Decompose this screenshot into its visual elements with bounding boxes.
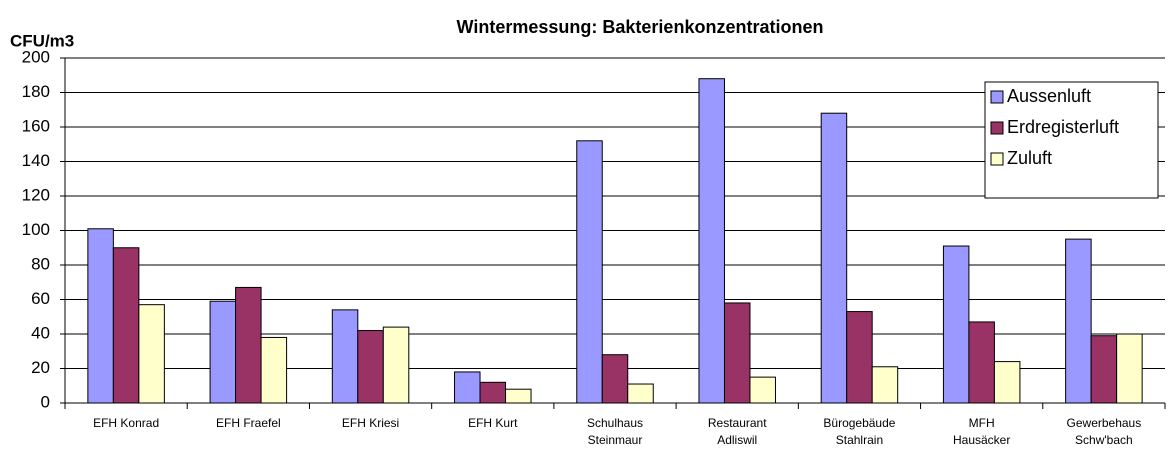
bar (112, 247, 140, 404)
bar (357, 330, 384, 404)
bar (235, 286, 262, 404)
y-tick-label: 160 (22, 116, 50, 135)
bar (576, 140, 603, 404)
y-tick-label: 200 (22, 47, 50, 66)
bar (331, 309, 359, 404)
bar (723, 302, 751, 404)
bar (505, 388, 532, 404)
x-tick-label: Restaurant Adliswil (708, 416, 767, 447)
x-tick-label: Schulhaus Steinmaur (587, 416, 643, 447)
legend-label: Aussenluft (1007, 86, 1091, 106)
bar (260, 336, 288, 404)
bar (993, 361, 1021, 404)
y-tick-label: 140 (22, 151, 50, 170)
legend-box (984, 81, 1159, 199)
bar (479, 381, 507, 404)
y-axis-label: CFU/m3 (10, 31, 74, 50)
bar (968, 321, 995, 404)
bar (454, 371, 481, 404)
bar (601, 354, 629, 404)
y-tick-label: 120 (22, 185, 50, 204)
y-tick-label: 80 (31, 254, 50, 273)
y-tick-label: 60 (31, 289, 50, 308)
bar (871, 366, 899, 404)
y-tick-label: 0 (41, 392, 50, 411)
chart-title: Wintermessung: Bakterienkonzentrationen (457, 17, 824, 37)
y-tick-label: 20 (31, 358, 50, 377)
bar (1090, 335, 1118, 404)
y-tick-label: 180 (22, 82, 50, 101)
x-tick-label: MFH Hausäcker (953, 416, 1010, 447)
bar (1065, 238, 1092, 404)
bar (698, 78, 725, 404)
legend-label: Erdregisterluft (1007, 117, 1119, 137)
legend-swatch (990, 121, 1004, 135)
y-tick-label: 100 (22, 220, 50, 239)
x-tick-label: EFH Konrad (93, 416, 159, 430)
bar (749, 376, 776, 404)
x-tick-label: Gewerbehaus Schw'bach (1067, 416, 1142, 447)
x-tick-label: EFH Fraefel (216, 416, 281, 430)
bar (1116, 333, 1143, 404)
legend-swatch (990, 152, 1004, 166)
bar (138, 304, 165, 404)
bar (846, 311, 873, 404)
y-tick-label: 40 (31, 323, 50, 342)
legend-label: Zuluft (1007, 148, 1052, 168)
legend-swatch (990, 90, 1004, 104)
bar (627, 383, 654, 404)
x-tick-label: EFH Kurt (468, 416, 518, 430)
bar (942, 245, 970, 404)
x-tick-label: EFH Kriesi (342, 416, 399, 430)
bar (87, 228, 114, 404)
bar (820, 112, 848, 404)
bar (382, 326, 410, 404)
x-tick-label: Bürogebäude Stahlrain (823, 416, 895, 447)
bar (209, 300, 237, 404)
